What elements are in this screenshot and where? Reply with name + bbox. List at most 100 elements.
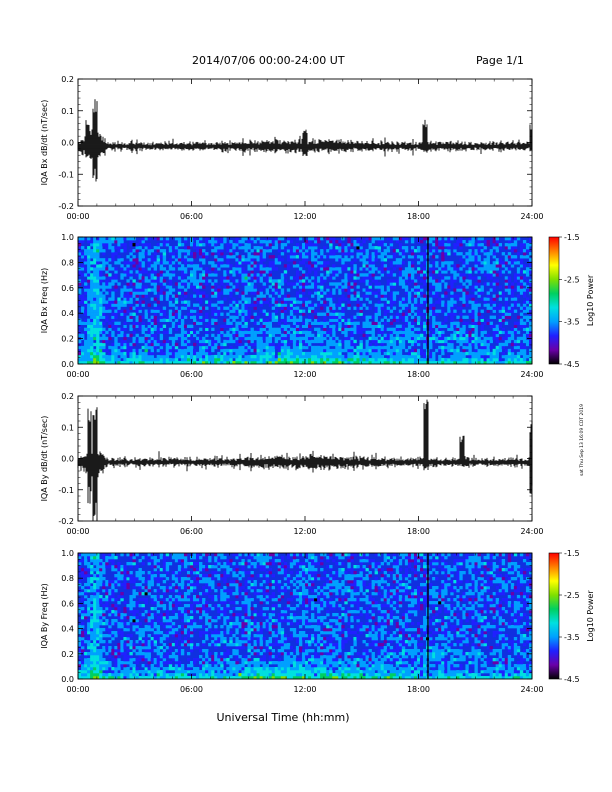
spectrogram-cell bbox=[189, 243, 194, 247]
spectrogram-cell bbox=[168, 315, 173, 319]
spectrogram-cell bbox=[486, 351, 490, 356]
spectrogram-cell bbox=[220, 303, 224, 307]
spectrogram-cell bbox=[326, 312, 330, 316]
spectrogram-cell bbox=[180, 318, 185, 322]
spectrogram-cell bbox=[144, 315, 148, 319]
spectrogram-cell bbox=[483, 273, 487, 277]
spectrogram-cell bbox=[226, 336, 230, 341]
spectrogram-cell bbox=[232, 315, 236, 319]
spectrogram-cell bbox=[495, 249, 500, 253]
spectrogram-cell bbox=[232, 255, 236, 259]
spectrogram-cell bbox=[413, 282, 418, 286]
spectrogram-cell bbox=[301, 297, 306, 301]
spectrogram-cell bbox=[129, 237, 133, 241]
spectrogram-cell bbox=[129, 348, 133, 353]
spectrogram-cell bbox=[404, 333, 409, 338]
spectrogram-cell bbox=[432, 276, 436, 280]
spectrogram-cell bbox=[416, 303, 421, 307]
spectrogram-cell bbox=[468, 354, 472, 359]
spectrogram-cell bbox=[250, 273, 254, 277]
spectrogram-cell bbox=[183, 336, 188, 341]
spectrogram-cell bbox=[350, 327, 354, 332]
spectrogram-cell bbox=[338, 345, 342, 350]
spectrogram-cell bbox=[474, 249, 478, 253]
spectrogram-cell bbox=[404, 288, 409, 292]
spectrogram-cell bbox=[489, 360, 493, 365]
spectrogram-cell bbox=[410, 237, 415, 241]
spectrogram-cell bbox=[247, 330, 251, 335]
spectrogram-cell bbox=[438, 240, 442, 244]
spectrogram-cell bbox=[147, 288, 151, 292]
spectrogram-cell bbox=[410, 288, 415, 292]
spectrogram-cell bbox=[483, 342, 487, 347]
spectrogram-cell bbox=[120, 327, 124, 332]
spectrogram-cell bbox=[308, 309, 312, 313]
spectrogram-cell bbox=[389, 348, 394, 353]
spectrogram-cell bbox=[341, 348, 345, 353]
spectrogram-cell bbox=[96, 607, 100, 611]
spectrogram-cell bbox=[78, 649, 82, 653]
spectrogram-cell bbox=[271, 267, 276, 271]
spectrogram-cell bbox=[96, 559, 100, 563]
spectrogram-cell bbox=[159, 249, 164, 253]
spectrogram-cell bbox=[105, 559, 109, 563]
spectrogram-cell bbox=[462, 315, 466, 319]
spectrogram-cell bbox=[298, 300, 303, 304]
spectrogram-cell bbox=[120, 595, 124, 599]
spectrogram-cell bbox=[90, 628, 94, 632]
spectrogram-cell bbox=[356, 243, 360, 247]
spectrogram-cell bbox=[84, 595, 88, 599]
spectrogram-cell bbox=[102, 604, 106, 608]
spectrogram-cell bbox=[317, 339, 321, 344]
spectrogram-cell bbox=[326, 285, 330, 289]
spectrogram-cell bbox=[84, 655, 88, 659]
spectrogram-cell bbox=[256, 357, 260, 362]
spectrogram-cell bbox=[93, 568, 97, 572]
spectrogram-cell bbox=[365, 339, 369, 344]
spectrogram-cell bbox=[105, 676, 109, 680]
spectrogram-cell bbox=[84, 562, 88, 566]
spectrogram-cell bbox=[87, 607, 91, 611]
spectrogram-cell bbox=[423, 360, 427, 365]
spectrogram-cell bbox=[462, 333, 466, 338]
spectrogram-cell bbox=[441, 321, 445, 325]
spectrogram-cell bbox=[117, 249, 121, 253]
spectrogram-cell bbox=[332, 318, 336, 322]
spectrogram-cell bbox=[93, 237, 97, 241]
spectrogram-cell bbox=[305, 252, 309, 256]
spectrogram-cell bbox=[468, 336, 472, 341]
spectrogram-cell bbox=[410, 360, 415, 365]
spectrogram-cell bbox=[105, 556, 109, 560]
spectrogram-cell bbox=[389, 321, 394, 325]
spectrogram-cell bbox=[423, 309, 427, 313]
spectrogram-cell bbox=[429, 357, 433, 362]
spectrogram-cell bbox=[129, 270, 133, 274]
spectrogram-cell bbox=[401, 270, 406, 274]
spectrogram-cell bbox=[247, 312, 251, 316]
spectrogram-cell bbox=[90, 655, 94, 659]
spectrogram-cell bbox=[429, 336, 433, 341]
spectrogram-cell bbox=[323, 330, 327, 335]
spectrogram-cell bbox=[413, 300, 418, 304]
spectrogram-cell bbox=[87, 240, 91, 244]
spectrogram-cell bbox=[78, 348, 82, 353]
spectrogram-cell bbox=[311, 333, 315, 338]
spectrogram-cell bbox=[289, 300, 294, 304]
spectrogram-cell bbox=[244, 321, 248, 325]
spectrogram-cell bbox=[217, 261, 221, 265]
spectrogram-cell bbox=[447, 243, 451, 247]
spectrogram-cell bbox=[114, 655, 118, 659]
spectrogram-cell bbox=[395, 351, 400, 356]
spectrogram-cell bbox=[308, 318, 312, 322]
spectrogram-cell bbox=[492, 303, 496, 307]
spectrogram-cell bbox=[392, 357, 397, 362]
spectrogram-cell bbox=[229, 357, 233, 362]
spectrogram-cell bbox=[247, 261, 251, 265]
spectrogram-cell bbox=[289, 315, 294, 319]
spectrogram-cell bbox=[81, 607, 85, 611]
spectrogram-cell bbox=[386, 345, 391, 350]
spectrogram-cell bbox=[298, 252, 303, 256]
spectrogram-cell bbox=[117, 348, 121, 353]
spectrogram-cell bbox=[156, 357, 161, 362]
spectrogram-cell bbox=[156, 273, 161, 277]
